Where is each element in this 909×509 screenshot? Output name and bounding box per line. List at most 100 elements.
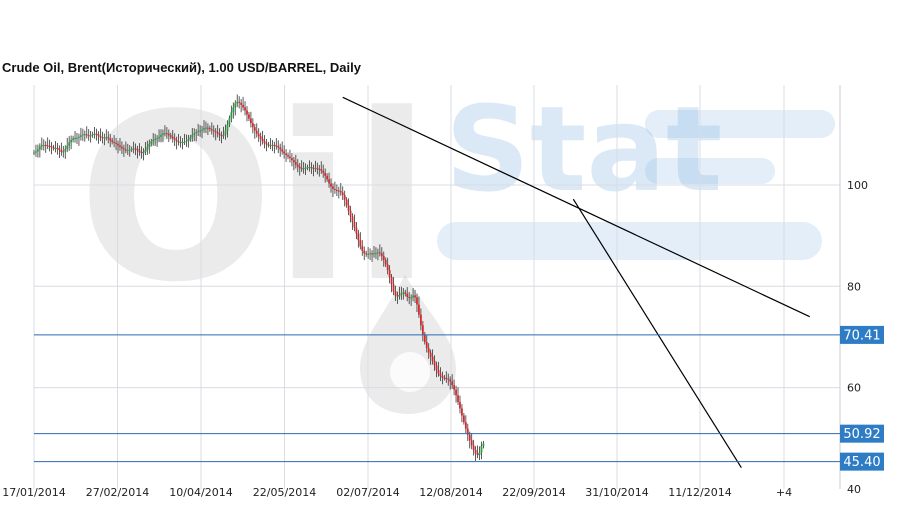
candle	[285, 149, 287, 162]
candle	[132, 141, 135, 154]
candle	[93, 126, 96, 139]
candle	[216, 124, 219, 138]
candle	[275, 138, 278, 150]
candle	[228, 115, 231, 128]
candle	[380, 247, 383, 261]
candle	[207, 123, 209, 135]
x-tick-label: 02/07/2014	[336, 486, 399, 499]
candle	[167, 129, 170, 143]
candle	[439, 367, 442, 381]
candle	[345, 197, 348, 208]
candle	[81, 128, 84, 141]
candle	[33, 149, 35, 156]
candle	[40, 137, 43, 151]
candle	[464, 415, 467, 434]
candle	[461, 404, 463, 423]
candle	[384, 257, 387, 268]
candle	[56, 142, 59, 155]
candle	[418, 296, 420, 318]
candle	[62, 145, 65, 158]
candle	[279, 143, 282, 157]
candle	[119, 138, 121, 151]
candle	[246, 106, 248, 122]
candle	[291, 153, 293, 167]
candle	[171, 130, 174, 143]
candle	[169, 132, 172, 140]
candle	[453, 379, 456, 396]
candle	[251, 118, 254, 134]
candle	[419, 308, 422, 331]
candle	[187, 134, 190, 148]
candle	[320, 161, 323, 174]
candle	[421, 320, 424, 342]
x-axis: 17/01/2014 27/02/2014 10/04/2014 22/05/2014…	[2, 486, 792, 499]
x-tick-label: 22/09/2014	[502, 486, 565, 499]
candle	[306, 164, 309, 171]
candle	[455, 385, 457, 403]
candle	[400, 286, 403, 300]
candle	[355, 221, 358, 240]
candle	[113, 135, 116, 148]
candle	[154, 133, 157, 147]
candle	[435, 361, 438, 378]
chart-title: Crude Oil, Brent(Исторический), 1.00 USD…	[2, 60, 361, 75]
candle	[105, 129, 108, 141]
candle	[339, 183, 342, 196]
candle	[220, 131, 223, 144]
candle	[431, 349, 434, 365]
candle	[244, 101, 246, 116]
candle	[359, 232, 362, 250]
candle	[476, 445, 479, 459]
candle	[377, 248, 379, 261]
candle	[416, 293, 418, 312]
candle	[382, 251, 385, 267]
y-tick-label: 60	[847, 382, 861, 395]
candle	[392, 276, 395, 296]
candle	[296, 159, 299, 173]
candle	[281, 141, 284, 155]
candle	[189, 134, 192, 142]
watermark-bar-1	[645, 110, 835, 138]
x-tick-label: 10/04/2014	[169, 486, 232, 499]
candle	[267, 141, 270, 148]
candle	[64, 145, 67, 159]
candle	[334, 181, 336, 194]
level-label-box	[840, 452, 884, 471]
trendlines	[342, 96, 810, 469]
candle	[175, 136, 178, 150]
candle	[230, 105, 233, 123]
candle	[248, 111, 250, 122]
level-label: 45.40	[843, 455, 880, 470]
candle	[410, 294, 413, 306]
candle	[156, 135, 159, 147]
candle	[44, 141, 47, 153]
candle	[310, 162, 313, 174]
candle	[277, 140, 280, 154]
candle	[101, 131, 104, 144]
candle	[349, 205, 352, 223]
level-label: 70.41	[843, 328, 880, 343]
candle	[173, 133, 176, 147]
candle	[240, 99, 243, 113]
candle	[242, 96, 244, 111]
candle	[185, 134, 188, 147]
candle	[406, 287, 409, 302]
candle	[83, 130, 86, 142]
grid	[33, 85, 841, 489]
candle	[271, 139, 274, 152]
candle	[208, 125, 211, 132]
candle	[111, 137, 114, 145]
watermark-stat-text: Stat	[445, 80, 722, 218]
candle	[390, 274, 393, 293]
candle	[253, 124, 256, 139]
candle	[341, 186, 344, 201]
candle	[79, 127, 82, 141]
candle	[205, 121, 207, 134]
candle	[365, 250, 368, 257]
candle	[117, 140, 119, 154]
candle	[337, 186, 340, 199]
candle	[197, 123, 200, 136]
candle	[423, 331, 426, 345]
candle	[212, 125, 215, 138]
